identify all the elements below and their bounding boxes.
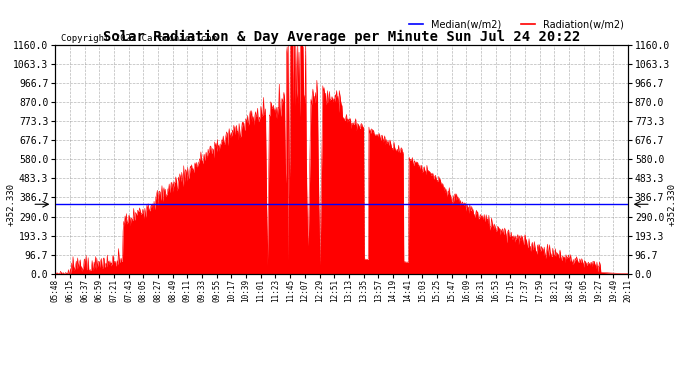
Text: +352.330: +352.330: [6, 183, 15, 226]
Legend: Median(w/m2), Radiation(w/m2): Median(w/m2), Radiation(w/m2): [405, 15, 628, 33]
Text: +352.330: +352.330: [668, 183, 677, 226]
Title: Solar Radiation & Day Average per Minute Sun Jul 24 20:22: Solar Radiation & Day Average per Minute…: [103, 30, 580, 44]
Text: Copyright 2022 Cartronics.com: Copyright 2022 Cartronics.com: [61, 34, 217, 43]
